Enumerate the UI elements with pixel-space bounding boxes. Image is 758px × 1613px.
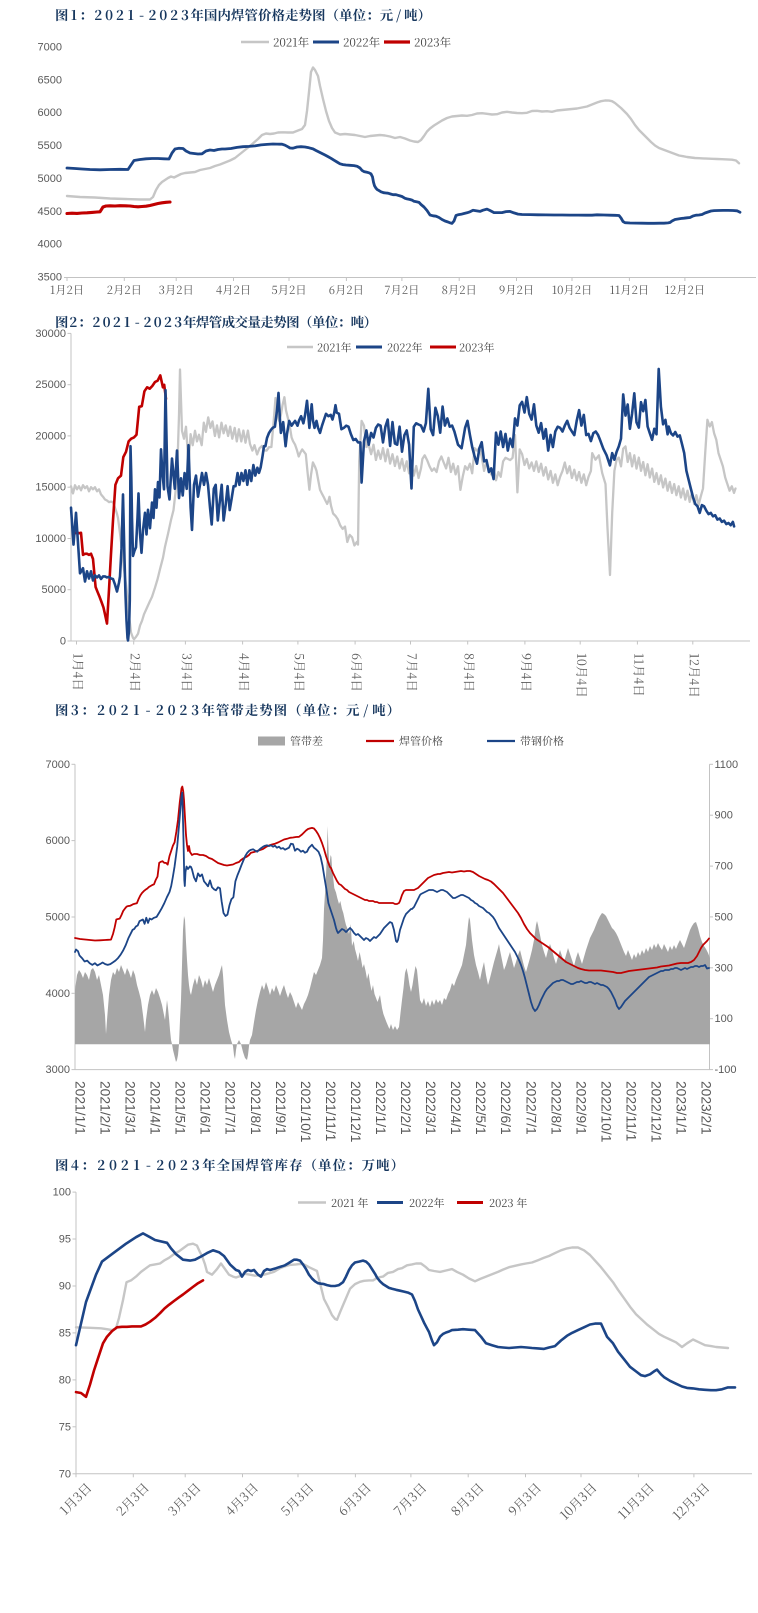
svg-text:2022/12/1: 2022/12/1	[649, 1081, 664, 1142]
svg-text:80: 80	[59, 1374, 71, 1386]
svg-text:6000: 6000	[46, 835, 70, 847]
svg-text:2021/12/1: 2021/12/1	[348, 1081, 363, 1142]
svg-text:2022/8/1: 2022/8/1	[548, 1081, 563, 1135]
svg-text:2023/1/1: 2023/1/1	[674, 1081, 689, 1135]
svg-text:2021/10/1: 2021/10/1	[298, 1081, 313, 1142]
svg-text:4000: 4000	[46, 988, 70, 1000]
svg-text:2022/2/1: 2022/2/1	[398, 1081, 413, 1135]
svg-text:2021/8/1: 2021/8/1	[248, 1081, 263, 1135]
svg-text:4000: 4000	[38, 239, 62, 251]
svg-text:2022/6/1: 2022/6/1	[498, 1081, 513, 1135]
svg-text:-100: -100	[715, 1064, 737, 1076]
svg-text:2022/11/1: 2022/11/1	[624, 1081, 639, 1141]
svg-text:2021/5/1: 2021/5/1	[173, 1081, 188, 1135]
svg-text:2021/1/1: 2021/1/1	[72, 1081, 87, 1135]
svg-text:20000: 20000	[35, 430, 66, 442]
svg-text:30000: 30000	[35, 328, 66, 340]
svg-text:5500: 5500	[38, 140, 62, 152]
svg-text:2022/3/1: 2022/3/1	[423, 1081, 438, 1135]
svg-text:25000: 25000	[35, 379, 66, 391]
svg-text:90: 90	[59, 1281, 71, 1293]
svg-text:95: 95	[59, 1234, 71, 1246]
svg-text:85: 85	[59, 1327, 71, 1339]
svg-text:2021/11/1: 2021/11/1	[323, 1081, 338, 1141]
svg-text:3500: 3500	[38, 272, 62, 284]
svg-text:75: 75	[59, 1421, 71, 1433]
svg-text:1100: 1100	[715, 759, 739, 771]
svg-text:2021/6/1: 2021/6/1	[198, 1081, 213, 1135]
svg-text:5000: 5000	[46, 912, 70, 924]
svg-text:2021/9/1: 2021/9/1	[273, 1081, 288, 1135]
svg-text:2021/4/1: 2021/4/1	[148, 1081, 163, 1135]
svg-text:2022/10/1: 2022/10/1	[599, 1081, 614, 1142]
svg-text:7000: 7000	[46, 759, 70, 771]
svg-text:10000: 10000	[35, 533, 66, 545]
svg-text:5000: 5000	[38, 173, 62, 185]
svg-text:2022/1/1: 2022/1/1	[373, 1081, 388, 1135]
svg-text:900: 900	[715, 810, 733, 822]
svg-text:2022/7/1: 2022/7/1	[523, 1081, 538, 1135]
svg-text:7000: 7000	[38, 42, 62, 54]
svg-text:2021/7/1: 2021/7/1	[223, 1081, 238, 1135]
svg-text:2022/4/1: 2022/4/1	[448, 1081, 463, 1135]
svg-text:300: 300	[715, 962, 733, 974]
svg-text:0: 0	[60, 636, 66, 648]
svg-text:4500: 4500	[38, 206, 62, 218]
svg-text:100: 100	[53, 1187, 71, 1199]
svg-text:2023/2/1: 2023/2/1	[699, 1081, 714, 1135]
svg-text:2022/5/1: 2022/5/1	[473, 1081, 488, 1135]
svg-text:2021/3/1: 2021/3/1	[123, 1081, 138, 1135]
svg-text:500: 500	[715, 911, 733, 923]
svg-text:6500: 6500	[38, 74, 62, 86]
svg-text:100: 100	[715, 1013, 733, 1025]
svg-text:70: 70	[59, 1468, 71, 1480]
svg-text:700: 700	[715, 861, 733, 873]
svg-text:2022/9/1: 2022/9/1	[573, 1081, 588, 1135]
svg-text:5000: 5000	[42, 584, 66, 596]
svg-text:15000: 15000	[35, 482, 66, 494]
svg-text:2021/2/1: 2021/2/1	[98, 1081, 113, 1135]
svg-text:6000: 6000	[38, 107, 62, 119]
svg-text:3000: 3000	[46, 1064, 70, 1076]
